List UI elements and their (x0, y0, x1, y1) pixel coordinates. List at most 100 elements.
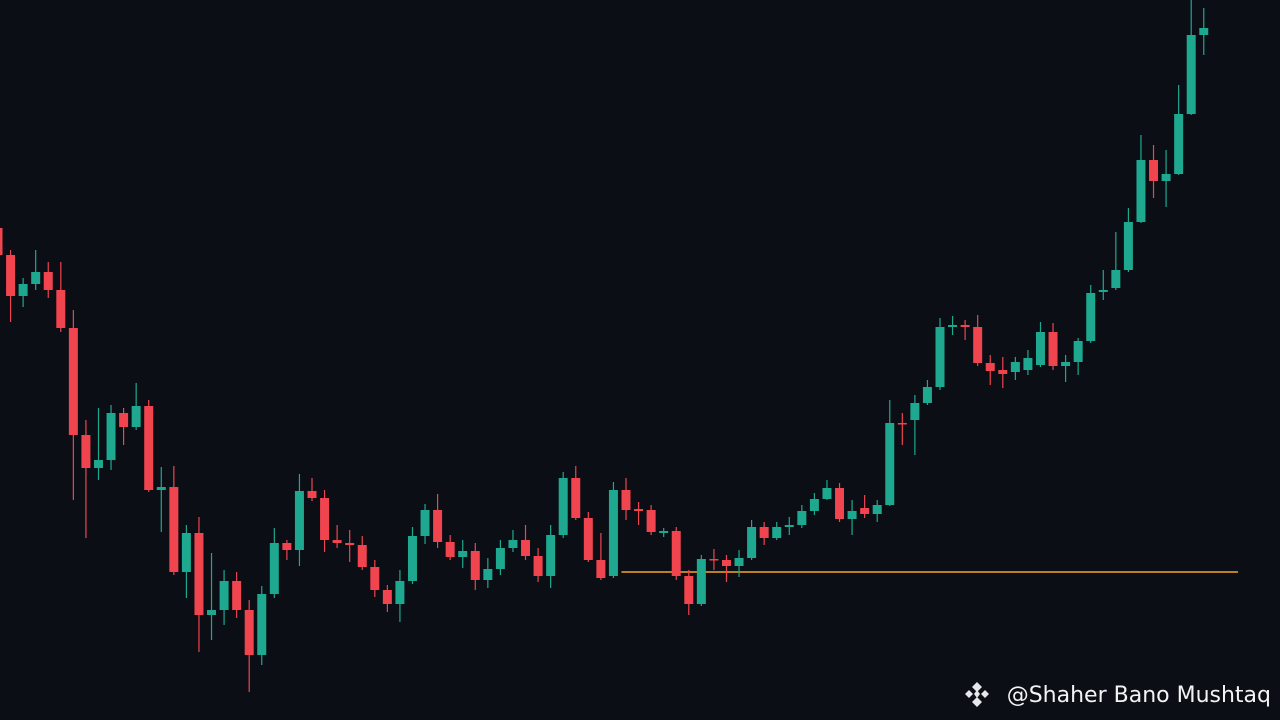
candle-body (1086, 293, 1096, 341)
candle-body (93, 460, 103, 468)
candle-body (684, 576, 694, 604)
candle-body (1149, 160, 1159, 181)
candle-body (320, 498, 330, 540)
candle-body (194, 533, 204, 615)
candle-body (1161, 174, 1171, 181)
candle-body (558, 478, 568, 535)
candle-body (1061, 362, 1071, 366)
candle-body (998, 370, 1008, 374)
candle-body (294, 491, 304, 550)
candle-body (772, 527, 782, 538)
watermark: @Shaher Bano Mushtaq (1007, 683, 1271, 708)
candle-body (18, 284, 28, 296)
candle-body (1035, 332, 1045, 365)
candle-body (1111, 270, 1121, 288)
candle-body (822, 488, 832, 499)
candle-body (621, 490, 631, 510)
candle-body (156, 487, 166, 490)
candle-body (357, 545, 367, 567)
candle-body (847, 511, 857, 519)
candle-body (1186, 35, 1196, 114)
candle-body (232, 581, 242, 610)
candle-body (784, 525, 794, 527)
candle-body (207, 610, 217, 615)
candle-body (6, 255, 16, 296)
candle-body (407, 536, 417, 581)
candle-body (897, 423, 907, 425)
candle-body (960, 325, 970, 327)
candle-body (81, 435, 91, 468)
candle-body (433, 510, 443, 542)
candle-body (809, 499, 819, 511)
logo-icon (965, 682, 989, 707)
watermark-logo (965, 682, 989, 707)
candle-body (973, 327, 983, 363)
candle-body (1048, 332, 1058, 366)
candle-body (169, 487, 179, 572)
candle-body (596, 560, 606, 578)
candle-body (345, 543, 355, 545)
plot-area (0, 0, 1238, 692)
candle-body (1023, 358, 1033, 370)
candle-body (671, 531, 681, 576)
candle-body (1136, 160, 1146, 222)
candle-body (1098, 290, 1108, 292)
candle-body (860, 508, 870, 514)
candle-body (0, 228, 3, 255)
candle-body (144, 406, 154, 490)
candle-body (257, 594, 267, 655)
candle-body (546, 535, 556, 576)
candle-body (835, 488, 845, 519)
candle-body (458, 551, 468, 557)
candle-body (709, 559, 719, 561)
candle-body (734, 558, 744, 566)
candle-body (43, 272, 53, 290)
candle-body (181, 533, 191, 572)
candle-body (470, 551, 480, 580)
candle-body (659, 531, 669, 533)
candle-body (244, 610, 254, 655)
candle-body (307, 491, 317, 498)
candle-body (747, 527, 757, 558)
candle-body (608, 490, 618, 576)
candle-body (495, 548, 505, 569)
candle-body (31, 272, 41, 284)
candle-body (219, 581, 229, 610)
candle-body (797, 511, 807, 525)
candle-body (106, 413, 116, 460)
candle-body (382, 590, 392, 604)
candle-body (910, 403, 920, 420)
candle-body (483, 569, 493, 580)
candle-body (885, 423, 895, 505)
candle-body (370, 567, 380, 590)
candle-body (533, 556, 543, 576)
candle-body (571, 478, 581, 518)
candle-body (131, 406, 141, 427)
candle-body (56, 290, 66, 328)
candle-body (583, 518, 593, 560)
candle-body (646, 510, 656, 532)
candle-body (1174, 114, 1184, 174)
candle-body (1010, 362, 1020, 372)
candle-body (922, 387, 932, 403)
candle-body (269, 543, 279, 594)
candle-body (521, 540, 531, 556)
candle-body (420, 510, 430, 536)
candle-body (634, 509, 644, 511)
candle-body (282, 543, 292, 550)
candle-body (985, 363, 995, 371)
candle-body (119, 413, 129, 427)
candle-body (935, 327, 945, 387)
candle-body (696, 559, 706, 604)
candle-body (1199, 28, 1209, 35)
candle-body (759, 527, 769, 538)
candle-body (445, 542, 455, 557)
candle-body (68, 328, 78, 435)
candle-body (395, 581, 405, 604)
candle-body (948, 325, 958, 327)
candle-body (1073, 341, 1083, 362)
candle-body (872, 505, 882, 514)
candle-body (508, 540, 518, 548)
